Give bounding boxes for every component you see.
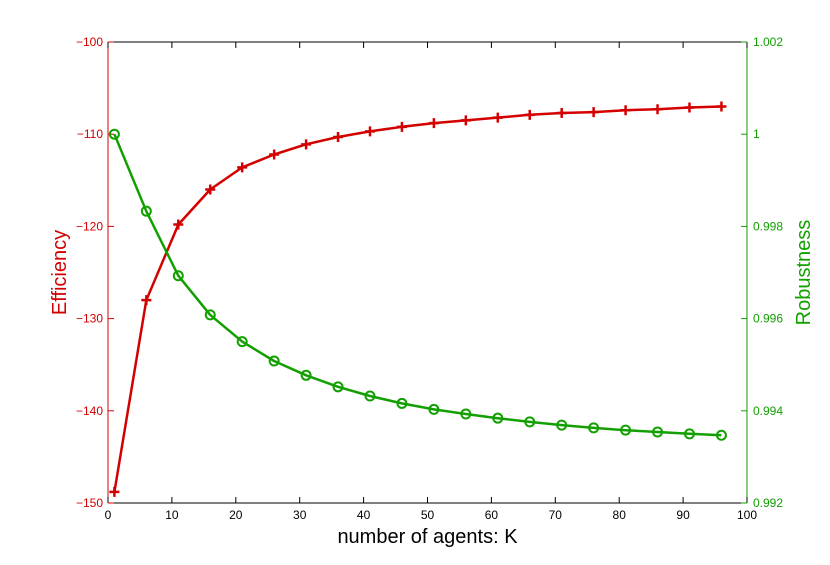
robustness-series-line	[113, 133, 722, 437]
left-y-tick-label: −120	[76, 219, 103, 233]
robustness-data-point	[620, 424, 632, 436]
efficiency-data-point	[492, 112, 503, 123]
plot-area: 0 10 20 30 40 50 60 70 80 90 100 −150 −140 −130 −120 −1…	[76, 35, 783, 522]
robustness-data-point	[715, 429, 727, 441]
efficiency-data-point	[460, 115, 471, 126]
x-tick-label: 30	[293, 508, 307, 522]
efficiency-data-point	[269, 149, 280, 160]
robustness-data-point	[524, 416, 536, 428]
x-tick-label: 10	[165, 508, 179, 522]
left-y-tick-label: −150	[76, 496, 103, 510]
right-y-tick-label: 0.996	[753, 312, 783, 326]
left-y-tick-label: −130	[76, 312, 103, 326]
left-y-axis-title: Efficiency	[49, 230, 71, 315]
x-tick-label: 100	[737, 508, 757, 522]
right-y-tick-label: 1.002	[753, 35, 783, 49]
robustness-data-point	[332, 381, 344, 393]
robustness-data-point	[108, 128, 120, 140]
efficiency-data-point	[684, 102, 695, 113]
robustness-data-point	[396, 397, 408, 409]
efficiency-data-point	[524, 109, 535, 120]
left-y-tick-label: −110	[77, 127, 103, 141]
robustness-data-point	[588, 422, 600, 434]
efficiency-data-point	[588, 107, 599, 118]
right-y-tick-label: 1	[753, 127, 760, 141]
x-tick-label: 60	[485, 508, 499, 522]
efficiency-data-point	[173, 219, 184, 230]
x-tick-label: 50	[421, 508, 435, 522]
efficiency-data-point	[652, 104, 663, 115]
robustness-data-point	[236, 336, 248, 348]
x-tick-label: 40	[357, 508, 371, 522]
robustness-data-point	[492, 412, 504, 424]
x-tick-label: 0	[105, 508, 112, 522]
robustness-data-point	[204, 309, 216, 321]
efficiency-data-point	[301, 139, 312, 150]
left-y-tick-label: −100	[76, 35, 103, 49]
right-y-tick-label: 0.994	[753, 404, 783, 418]
efficiency-data-point	[396, 121, 407, 132]
robustness-data-point	[428, 403, 440, 415]
efficiency-data-point	[364, 126, 375, 137]
x-axis-title: number of agents: K	[337, 526, 518, 548]
right-y-tick-label: 0.998	[753, 219, 783, 233]
robustness-data-point	[460, 408, 472, 420]
robustness-data-point	[556, 419, 568, 431]
efficiency-data-point	[205, 184, 216, 195]
efficiency-data-point	[333, 131, 344, 142]
x-tick-label: 80	[613, 508, 627, 522]
efficiency-data-point	[620, 105, 631, 116]
robustness-data-point	[172, 270, 184, 282]
right-y-axis-title: Robustness	[793, 220, 815, 326]
x-tick-label: 70	[549, 508, 563, 522]
robustness-data-point	[652, 426, 664, 438]
efficiency-data-point	[109, 486, 120, 497]
x-tick-label: 90	[676, 508, 690, 522]
efficiency-series-line	[113, 105, 722, 493]
efficiency-data-point	[428, 118, 439, 129]
robustness-data-point	[364, 390, 376, 402]
left-y-tick-label: −140	[76, 404, 103, 418]
efficiency-data-point	[716, 101, 727, 112]
x-tick-label: 20	[229, 508, 243, 522]
robustness-data-point	[140, 205, 152, 217]
robustness-data-point	[268, 355, 280, 367]
robustness-data-point	[683, 428, 695, 440]
efficiency-data-point	[141, 295, 152, 306]
efficiency-data-point	[237, 162, 248, 173]
right-y-tick-label: 0.992	[753, 496, 783, 510]
robustness-data-point	[300, 369, 312, 381]
efficiency-data-point	[556, 107, 567, 118]
